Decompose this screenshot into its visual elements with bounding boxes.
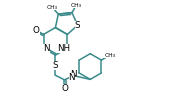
Text: CH₃: CH₃ bbox=[104, 53, 115, 58]
Text: S: S bbox=[53, 61, 58, 70]
Text: NH: NH bbox=[57, 44, 70, 53]
Text: CH₃: CH₃ bbox=[47, 5, 58, 10]
Text: CH₃: CH₃ bbox=[71, 3, 82, 8]
Text: N: N bbox=[43, 44, 50, 53]
Text: N: N bbox=[70, 70, 77, 79]
Text: O: O bbox=[33, 26, 40, 35]
Text: O: O bbox=[61, 84, 68, 92]
Text: N: N bbox=[69, 73, 75, 82]
Text: S: S bbox=[75, 21, 80, 30]
